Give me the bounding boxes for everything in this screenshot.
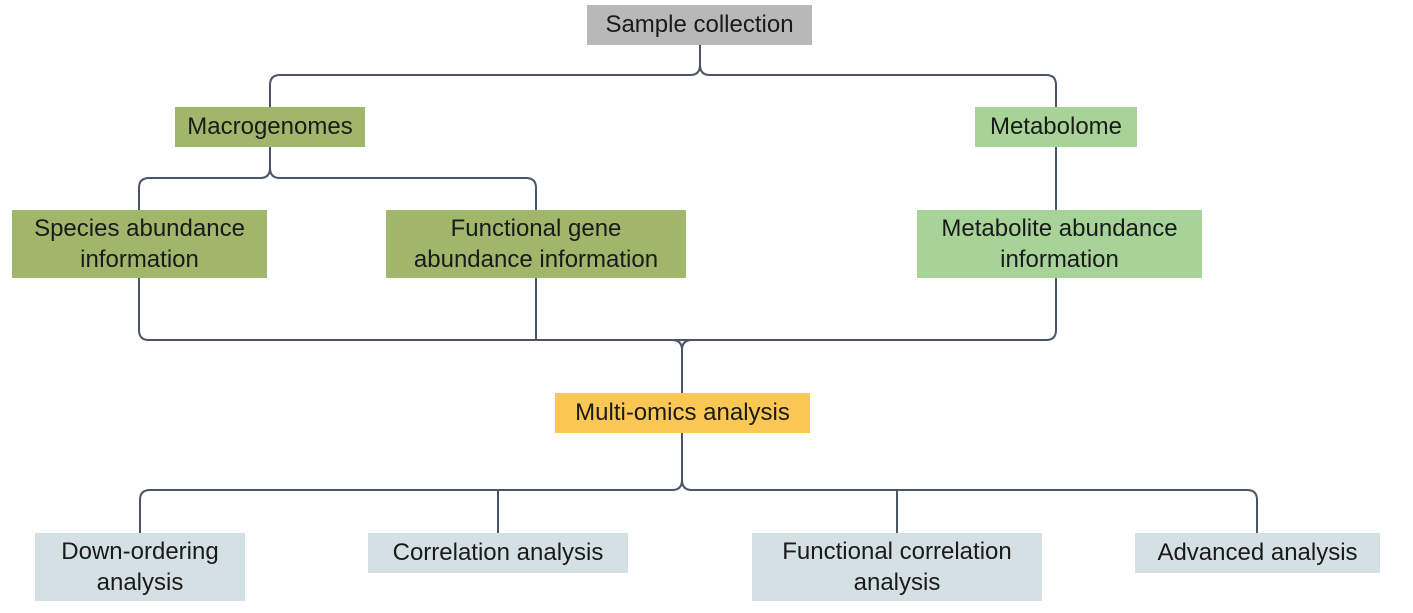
node-label: Advanced analysis [1157, 537, 1357, 568]
node-label: Down-ordering analysis [61, 536, 218, 598]
node-multi-omics: Multi-omics analysis [555, 393, 810, 433]
node-metabolite-abundance: Metabolite abundance information [917, 210, 1202, 278]
node-species-abundance: Species abundance information [12, 210, 267, 278]
connector-layer [0, 0, 1413, 613]
node-correlation: Correlation analysis [368, 533, 628, 573]
node-label: Functional correlation analysis [782, 536, 1011, 598]
node-macrogenomes: Macrogenomes [175, 107, 365, 147]
node-sample-collection: Sample collection [587, 5, 812, 45]
node-down-ordering: Down-ordering analysis [35, 533, 245, 601]
node-label: Species abundance information [34, 213, 245, 275]
node-functional-correlation: Functional correlation analysis [752, 533, 1042, 601]
node-label: Macrogenomes [187, 111, 352, 142]
node-functional-gene: Functional gene abundance information [386, 210, 686, 278]
node-metabolome: Metabolome [975, 107, 1137, 147]
node-label: Metabolome [990, 111, 1122, 142]
node-label: Multi-omics analysis [575, 397, 790, 428]
node-label: Correlation analysis [393, 537, 604, 568]
node-advanced: Advanced analysis [1135, 533, 1380, 573]
node-label: Metabolite abundance information [941, 213, 1177, 275]
node-label: Functional gene abundance information [414, 213, 658, 275]
node-label: Sample collection [605, 9, 793, 40]
